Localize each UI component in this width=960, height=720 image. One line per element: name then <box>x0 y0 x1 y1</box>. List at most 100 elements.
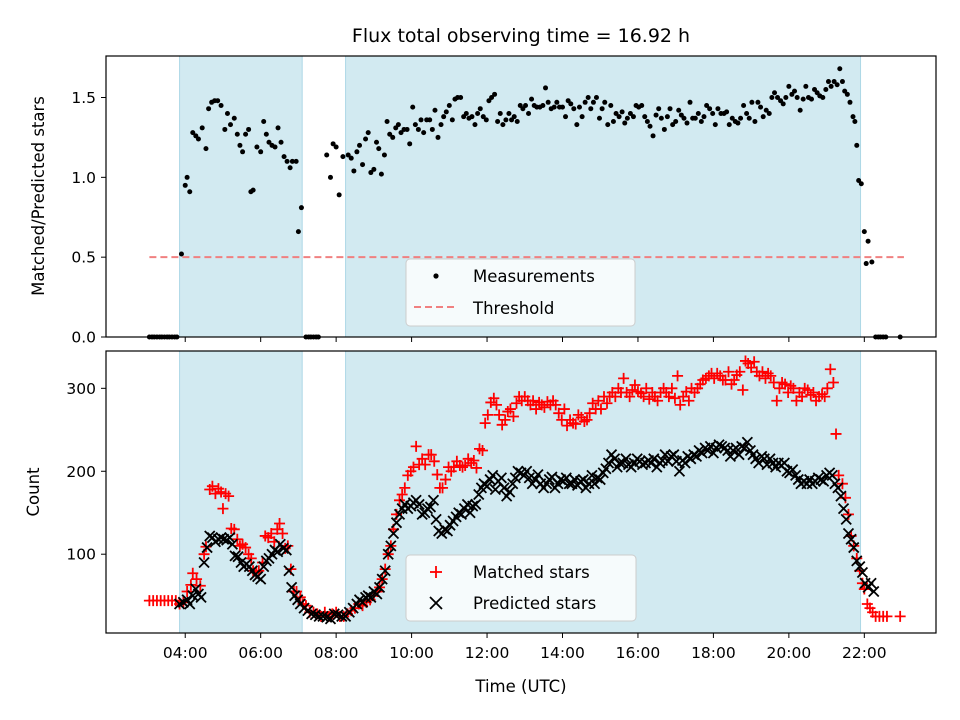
measurement-point <box>852 118 858 124</box>
y-tick-label: 100 <box>66 546 96 564</box>
measurement-point <box>418 117 424 123</box>
matched-star-point <box>553 407 565 419</box>
measurement-point <box>503 117 509 123</box>
matched-star-point <box>206 480 218 492</box>
measurement-point <box>345 152 351 158</box>
matched-star-point <box>765 370 777 382</box>
predicted-star-point <box>255 573 267 585</box>
measurement-point <box>545 99 551 105</box>
matched-star-point <box>663 391 675 403</box>
measurement-point <box>237 142 243 148</box>
measurement-point <box>240 149 246 155</box>
measurement-point <box>596 115 602 121</box>
predicted-star-point <box>427 494 440 506</box>
matched-star-point <box>510 397 522 409</box>
matched-star-point <box>538 401 550 413</box>
predicted-star-point <box>382 548 394 560</box>
x-tick-label: 20:00 <box>767 644 812 662</box>
measurement-point <box>865 238 871 244</box>
matched-star-point <box>748 356 760 368</box>
predicted-star-point <box>365 591 377 603</box>
top-x-axis-ticks <box>184 337 865 342</box>
matched-star-point <box>277 527 289 539</box>
predicted-star-point <box>272 546 284 558</box>
predicted-star-point <box>393 508 406 521</box>
matched-star-point <box>618 372 630 384</box>
predicted-star-point <box>842 527 855 540</box>
matched-star-point <box>274 518 286 530</box>
predicted-star-point <box>507 478 519 490</box>
matched-star-point <box>440 474 452 486</box>
legend-threshold-label: Threshold <box>472 299 554 318</box>
matched-star-point <box>587 397 599 409</box>
predicted-star-point <box>285 581 298 594</box>
matched-star-point <box>816 388 828 400</box>
matched-star-point <box>728 374 740 386</box>
measurement-point <box>684 120 690 126</box>
measurement-point <box>772 90 778 96</box>
matched-star-point <box>578 416 590 427</box>
predicted-star-point <box>856 566 869 579</box>
measurement-point <box>563 114 569 120</box>
x-tick-label: 22:00 <box>842 644 887 662</box>
measurement-point <box>639 102 645 108</box>
matched-star-point <box>459 459 471 471</box>
measurement-point <box>378 171 384 177</box>
predicted-star-point <box>283 565 295 577</box>
matched-star-point <box>785 380 797 392</box>
measurement-point <box>800 96 806 102</box>
matched-star-point <box>431 469 443 481</box>
measurement-point <box>543 85 549 91</box>
measurement-point <box>266 139 272 145</box>
matched-star-point <box>187 567 199 579</box>
bottom-y-axis-ticks: 100 200 300 <box>66 380 106 564</box>
matched-star-point <box>807 386 819 398</box>
measurement-point <box>195 136 201 142</box>
matched-star-point <box>490 399 502 411</box>
matched-star-point <box>581 414 593 426</box>
x-tick-label: 04:00 <box>163 644 208 662</box>
predicted-star-point <box>826 469 838 482</box>
measurement-point <box>803 83 809 89</box>
matched-star-point <box>595 403 607 415</box>
predicted-star-point <box>837 502 850 515</box>
measurement-point <box>432 107 438 113</box>
predicted-star-point <box>512 465 524 477</box>
measurement-point <box>199 125 205 131</box>
measurement-point <box>435 134 441 140</box>
measurement-point <box>554 99 560 105</box>
measurement-point <box>254 144 260 150</box>
measurement-point <box>215 98 221 104</box>
measurement-point <box>526 110 532 116</box>
x-tick-label: 12:00 <box>465 644 510 662</box>
measurement-point <box>376 146 382 152</box>
predicted-star-point <box>722 444 734 457</box>
measurement-point <box>715 106 721 112</box>
measurement-point <box>681 115 687 121</box>
measurement-point <box>698 118 704 124</box>
measurement-point <box>858 181 864 187</box>
top-panel: 0.0 0.5 1.0 1.5 Matched/Predicted stars Mea… <box>29 55 937 347</box>
matched-star-point <box>437 482 449 494</box>
measurement-point <box>582 99 588 105</box>
measurement-point <box>695 110 701 116</box>
matched-star-point <box>674 399 686 411</box>
x-tick-label: 10:00 <box>389 644 434 662</box>
measurement-point <box>333 144 339 150</box>
matched-star-point <box>479 417 491 429</box>
predicted-star-point <box>868 585 880 598</box>
y-tick-label: 0.0 <box>71 329 96 347</box>
matched-star-point <box>550 399 562 411</box>
measurement-point <box>483 117 489 123</box>
predicted-stars-series <box>173 436 880 625</box>
matched-star-point <box>609 391 621 403</box>
measurement-point <box>670 122 676 128</box>
measurement-point <box>495 118 501 124</box>
predicted-star-point <box>602 457 615 469</box>
measurement-point <box>438 122 444 128</box>
predicted-star-point <box>840 513 852 526</box>
predicted-star-point <box>467 500 479 512</box>
measurement-point <box>863 261 869 267</box>
predicted-star-point <box>600 463 612 475</box>
measurement-point <box>187 189 193 195</box>
